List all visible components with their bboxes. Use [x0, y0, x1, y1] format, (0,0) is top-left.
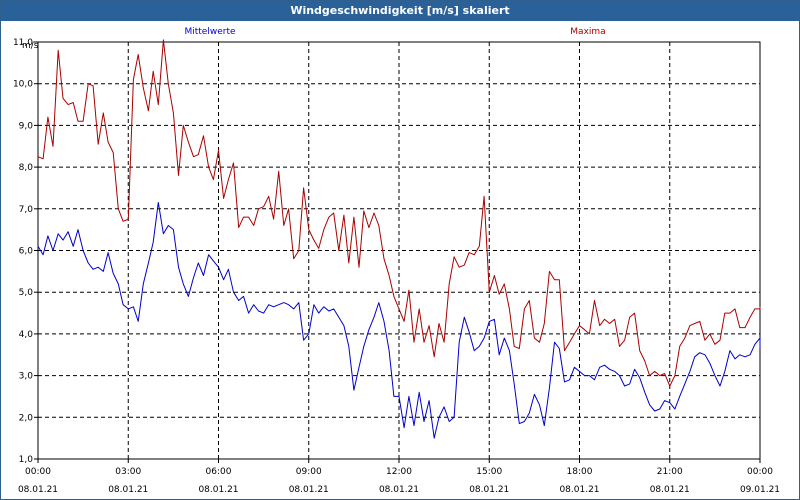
series-lines	[37, 39, 761, 439]
y-axis-label: m/s	[22, 41, 39, 51]
x-axis-ticks: 00:00 08.01.21 03:00 08.01.21 06:00 08.01.21 0…	[18, 459, 780, 495]
x-tick-time: 15:00	[476, 467, 502, 477]
x-tick-time: 06:00	[206, 467, 232, 477]
x-tick-date: 08.01.21	[469, 485, 509, 495]
x-tick-date: 09.01.21	[740, 485, 780, 495]
legend-mittelwerte: Mittelwerte	[184, 27, 235, 37]
x-tick-time: 09:00	[296, 467, 322, 477]
y-tick-label: 3,0	[19, 372, 34, 382]
x-tick-time: 18:00	[567, 467, 593, 477]
y-tick-label: 8,0	[19, 163, 34, 173]
grid-lines	[38, 42, 760, 459]
y-tick-label: 9,0	[19, 121, 34, 131]
y-tick-label: 4,0	[19, 330, 34, 340]
y-tick-label: 1,0	[19, 455, 34, 465]
x-tick-time: 00:00	[747, 467, 773, 477]
x-tick-time: 00:00	[25, 467, 51, 477]
y-tick-label: 6,0	[19, 247, 34, 257]
x-tick-date: 08.01.21	[289, 485, 329, 495]
x-tick-date: 08.01.21	[559, 485, 599, 495]
x-tick-date: 08.01.21	[198, 485, 238, 495]
x-tick-time: 21:00	[657, 467, 683, 477]
x-tick-date: 08.01.21	[108, 485, 148, 495]
legend-maxima: Maxima	[570, 27, 605, 37]
x-tick-date: 08.01.21	[650, 485, 690, 495]
y-axis-ticks: 1,0 2,0 3,0 4,0 5,0 6,0 7,0 8,0 9,0 10,0 11,0	[13, 38, 38, 465]
y-tick-label: 2,0	[19, 413, 34, 423]
y-tick-label: 5,0	[19, 288, 34, 298]
x-tick-time: 03:00	[115, 467, 141, 477]
x-tick-date: 08.01.21	[18, 485, 58, 495]
y-tick-label: 10,0	[13, 80, 33, 90]
series-line-maxima	[37, 39, 761, 387]
y-tick-label: 7,0	[19, 205, 34, 215]
y-tick-label: 11,0	[13, 38, 33, 48]
x-tick-time: 12:00	[386, 467, 412, 477]
x-tick-date: 08.01.21	[379, 485, 419, 495]
window-title: Windgeschwindigkeit [m/s] skaliert	[1, 1, 799, 21]
series-line-mittelwerte	[37, 202, 761, 439]
